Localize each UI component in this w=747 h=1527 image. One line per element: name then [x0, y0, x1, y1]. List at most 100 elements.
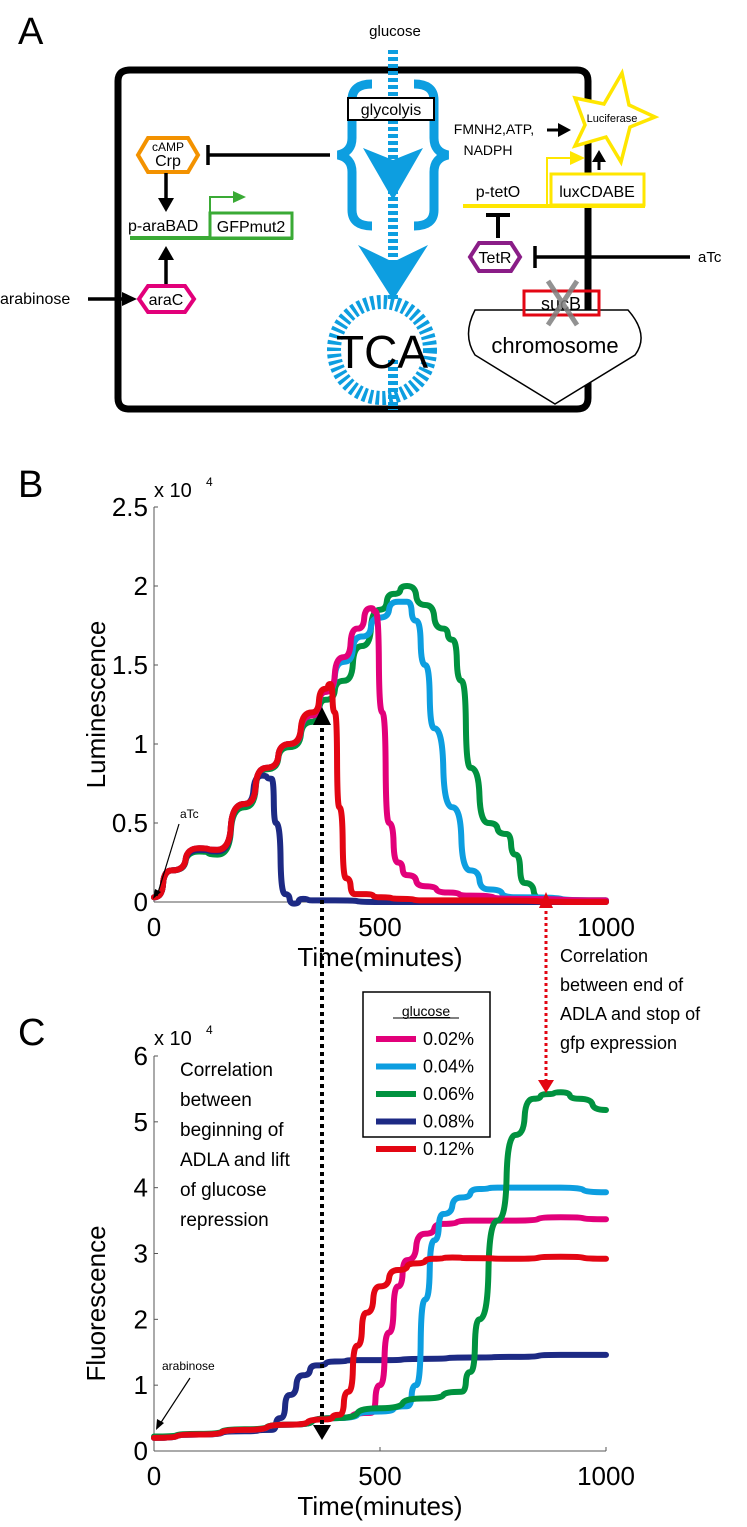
legend-entry-label: 0.12%: [423, 1139, 474, 1159]
panel-c: C x 10 4 0 1 2 3 4 5 6 0 500 1000 Time(minutes) Flu…: [18, 1012, 635, 1521]
c-y-tick-label: 1: [134, 1370, 148, 1400]
end-correlation-line-text: gfp expression: [560, 1033, 677, 1053]
b-y-tick-label: 0: [134, 887, 148, 917]
gfpmut2-gene-box: [208, 211, 294, 240]
atc-label: aTc: [698, 249, 722, 266]
b-y-tick-label: 2.5: [112, 492, 148, 522]
c-y-tick-label: 6: [134, 1041, 148, 1071]
cell-wall-hidden: [117, 71, 291, 411]
legend-entry-label: 0.02%: [423, 1029, 474, 1049]
begin-arrowhead-up: [313, 707, 331, 725]
c-series-0-12pct: [151, 1253, 609, 1441]
chromosome-label: chromosome: [491, 333, 618, 358]
tetr-hexagon: [467, 241, 523, 273]
c-y-axis-label: Fluorescence: [81, 1225, 111, 1381]
right-brace: [413, 79, 450, 231]
panel-a: A glucose glycolyis TCA cAMP Crp p-ara: [0, 11, 722, 413]
arabinose-label: arabinose: [0, 291, 70, 308]
end-arrowhead-up: [539, 892, 553, 908]
luxcdabe-gene-box: [549, 172, 646, 207]
c-series-0-08pct: [151, 1351, 609, 1441]
end-correlation-text: Correlation between end of ADLA and stop o…: [560, 946, 701, 1053]
panel-a-label: A: [18, 11, 44, 53]
camp-label: cAMP: [152, 140, 184, 154]
gfpmut2-label: GFPmut2: [217, 219, 286, 236]
end-arrowhead-down: [538, 1080, 554, 1093]
end-correlation-line-text: between end of: [560, 975, 684, 995]
crp-label: Crp: [155, 153, 181, 170]
fluorescence-plot: 0 1 2 3 4 5 6 0 500 1000 Time(minutes) Fluorescence: [81, 1041, 635, 1521]
begin-correlation-text: Correlation between beginning of ADLA and l…: [180, 1060, 291, 1231]
c-x-tick-label: 1000: [577, 1461, 635, 1491]
glycolysis-box: [347, 97, 435, 121]
lux-promoter-arrow: [546, 157, 572, 205]
c-y-tick-label: 5: [134, 1107, 148, 1137]
crp-hexagon: [135, 136, 201, 174]
c-x-tick-label: 500: [358, 1461, 401, 1491]
arabinose-annotation-arrow: [159, 1377, 191, 1425]
end-correlation-line-text: ADLA and stop of: [560, 1004, 701, 1024]
b-y-multiplier-exp: 4: [206, 475, 213, 489]
begin-correlation-line-text: of glucose: [180, 1180, 267, 1201]
legend-entry-label: 0.06%: [423, 1084, 474, 1104]
cofactors-label-2: NADPH: [463, 142, 512, 158]
arabinose-annotation: arabinose: [162, 1359, 215, 1373]
flux-arrowhead-2: [358, 245, 428, 300]
sucb-gene-box: [522, 289, 601, 317]
c-y-tick-label: 4: [134, 1173, 148, 1203]
b-y-tick-label: 1: [134, 729, 148, 759]
legend-title: glucose: [402, 1003, 450, 1019]
b-x-tick-label: 0: [147, 912, 161, 942]
b-y-multiplier: x 10: [154, 480, 192, 502]
b-series-0-12pct: [151, 680, 609, 905]
tca-cycle: [327, 295, 437, 405]
begin-correlation-line-text: Correlation: [180, 1060, 273, 1081]
end-correlation-line-text: Correlation: [560, 946, 648, 966]
begin-correlation-line-text: repression: [180, 1210, 269, 1231]
c-y-multiplier-exp: 4: [206, 1023, 213, 1037]
flux-arrowhead-1: [363, 148, 423, 200]
begin-arrowhead-down: [313, 1425, 331, 1440]
b-series-0-08pct: [151, 772, 609, 907]
luxcdabe-label: luxCDABE: [559, 184, 635, 201]
legend-entry-label: 0.04%: [423, 1057, 474, 1077]
chromosome-shape: [467, 309, 642, 405]
begin-correlation-line-text: ADLA and lift: [180, 1150, 291, 1171]
c-y-tick-label: 0: [134, 1436, 148, 1466]
gfp-promoter-arrow: [209, 196, 235, 213]
tetr-label: TetR: [479, 250, 512, 267]
b-y-tick-label: 1.5: [112, 650, 148, 680]
c-y-multiplier: x 10: [154, 1028, 192, 1050]
glucose-label: glucose: [369, 23, 421, 40]
p-teto-label: p-tetO: [476, 184, 520, 201]
left-brace: [336, 79, 373, 231]
c-series-0-02pct: [151, 1214, 609, 1441]
b-x-tick-label: 500: [358, 912, 401, 942]
panel-b-label: B: [18, 464, 43, 506]
c-x-tick-label: 0: [147, 1461, 161, 1491]
c-x-axis-label: Time(minutes): [297, 1491, 462, 1521]
tca-label: TCA: [336, 326, 428, 378]
luciferase-star: [571, 68, 660, 167]
arac-label: araC: [149, 292, 184, 309]
b-y-axis-label: Luminescence: [81, 621, 111, 789]
legend-entry-label: 0.08%: [423, 1112, 474, 1132]
p-arabad-label: p-araBAD: [128, 218, 198, 235]
c-y-tick-label: 3: [134, 1239, 148, 1269]
atc-annotation: aTc: [180, 807, 199, 821]
luminescence-plot: 0 0.5 1 1.5 2 2.5 0 500 1000 Time(minutes) Lumines…: [81, 492, 635, 972]
legend: glucose 0.02% 0.04% 0.06% 0.08% 0.12%: [362, 991, 491, 1159]
begin-correlation-line-text: beginning of: [180, 1120, 284, 1141]
b-y-tick-label: 0.5: [112, 808, 148, 838]
b-x-tick-label: 1000: [577, 912, 635, 942]
cofactors-label-1: FMNH2,ATP,: [454, 121, 534, 137]
panel-c-label: C: [18, 1012, 45, 1054]
begin-correlation-line-text: between: [180, 1090, 252, 1111]
atc-annotation-arrow: [156, 823, 180, 897]
arac-hexagon: [136, 284, 197, 314]
b-y-tick-label: 2: [134, 571, 148, 601]
glycolysis-label: glycolyis: [361, 102, 421, 119]
panel-b: B x 10 4 0 0.5 1 1.5 2 2.5 0 500 1000 Time(minute…: [18, 464, 635, 972]
luciferase-label: Luciferase: [587, 113, 638, 125]
